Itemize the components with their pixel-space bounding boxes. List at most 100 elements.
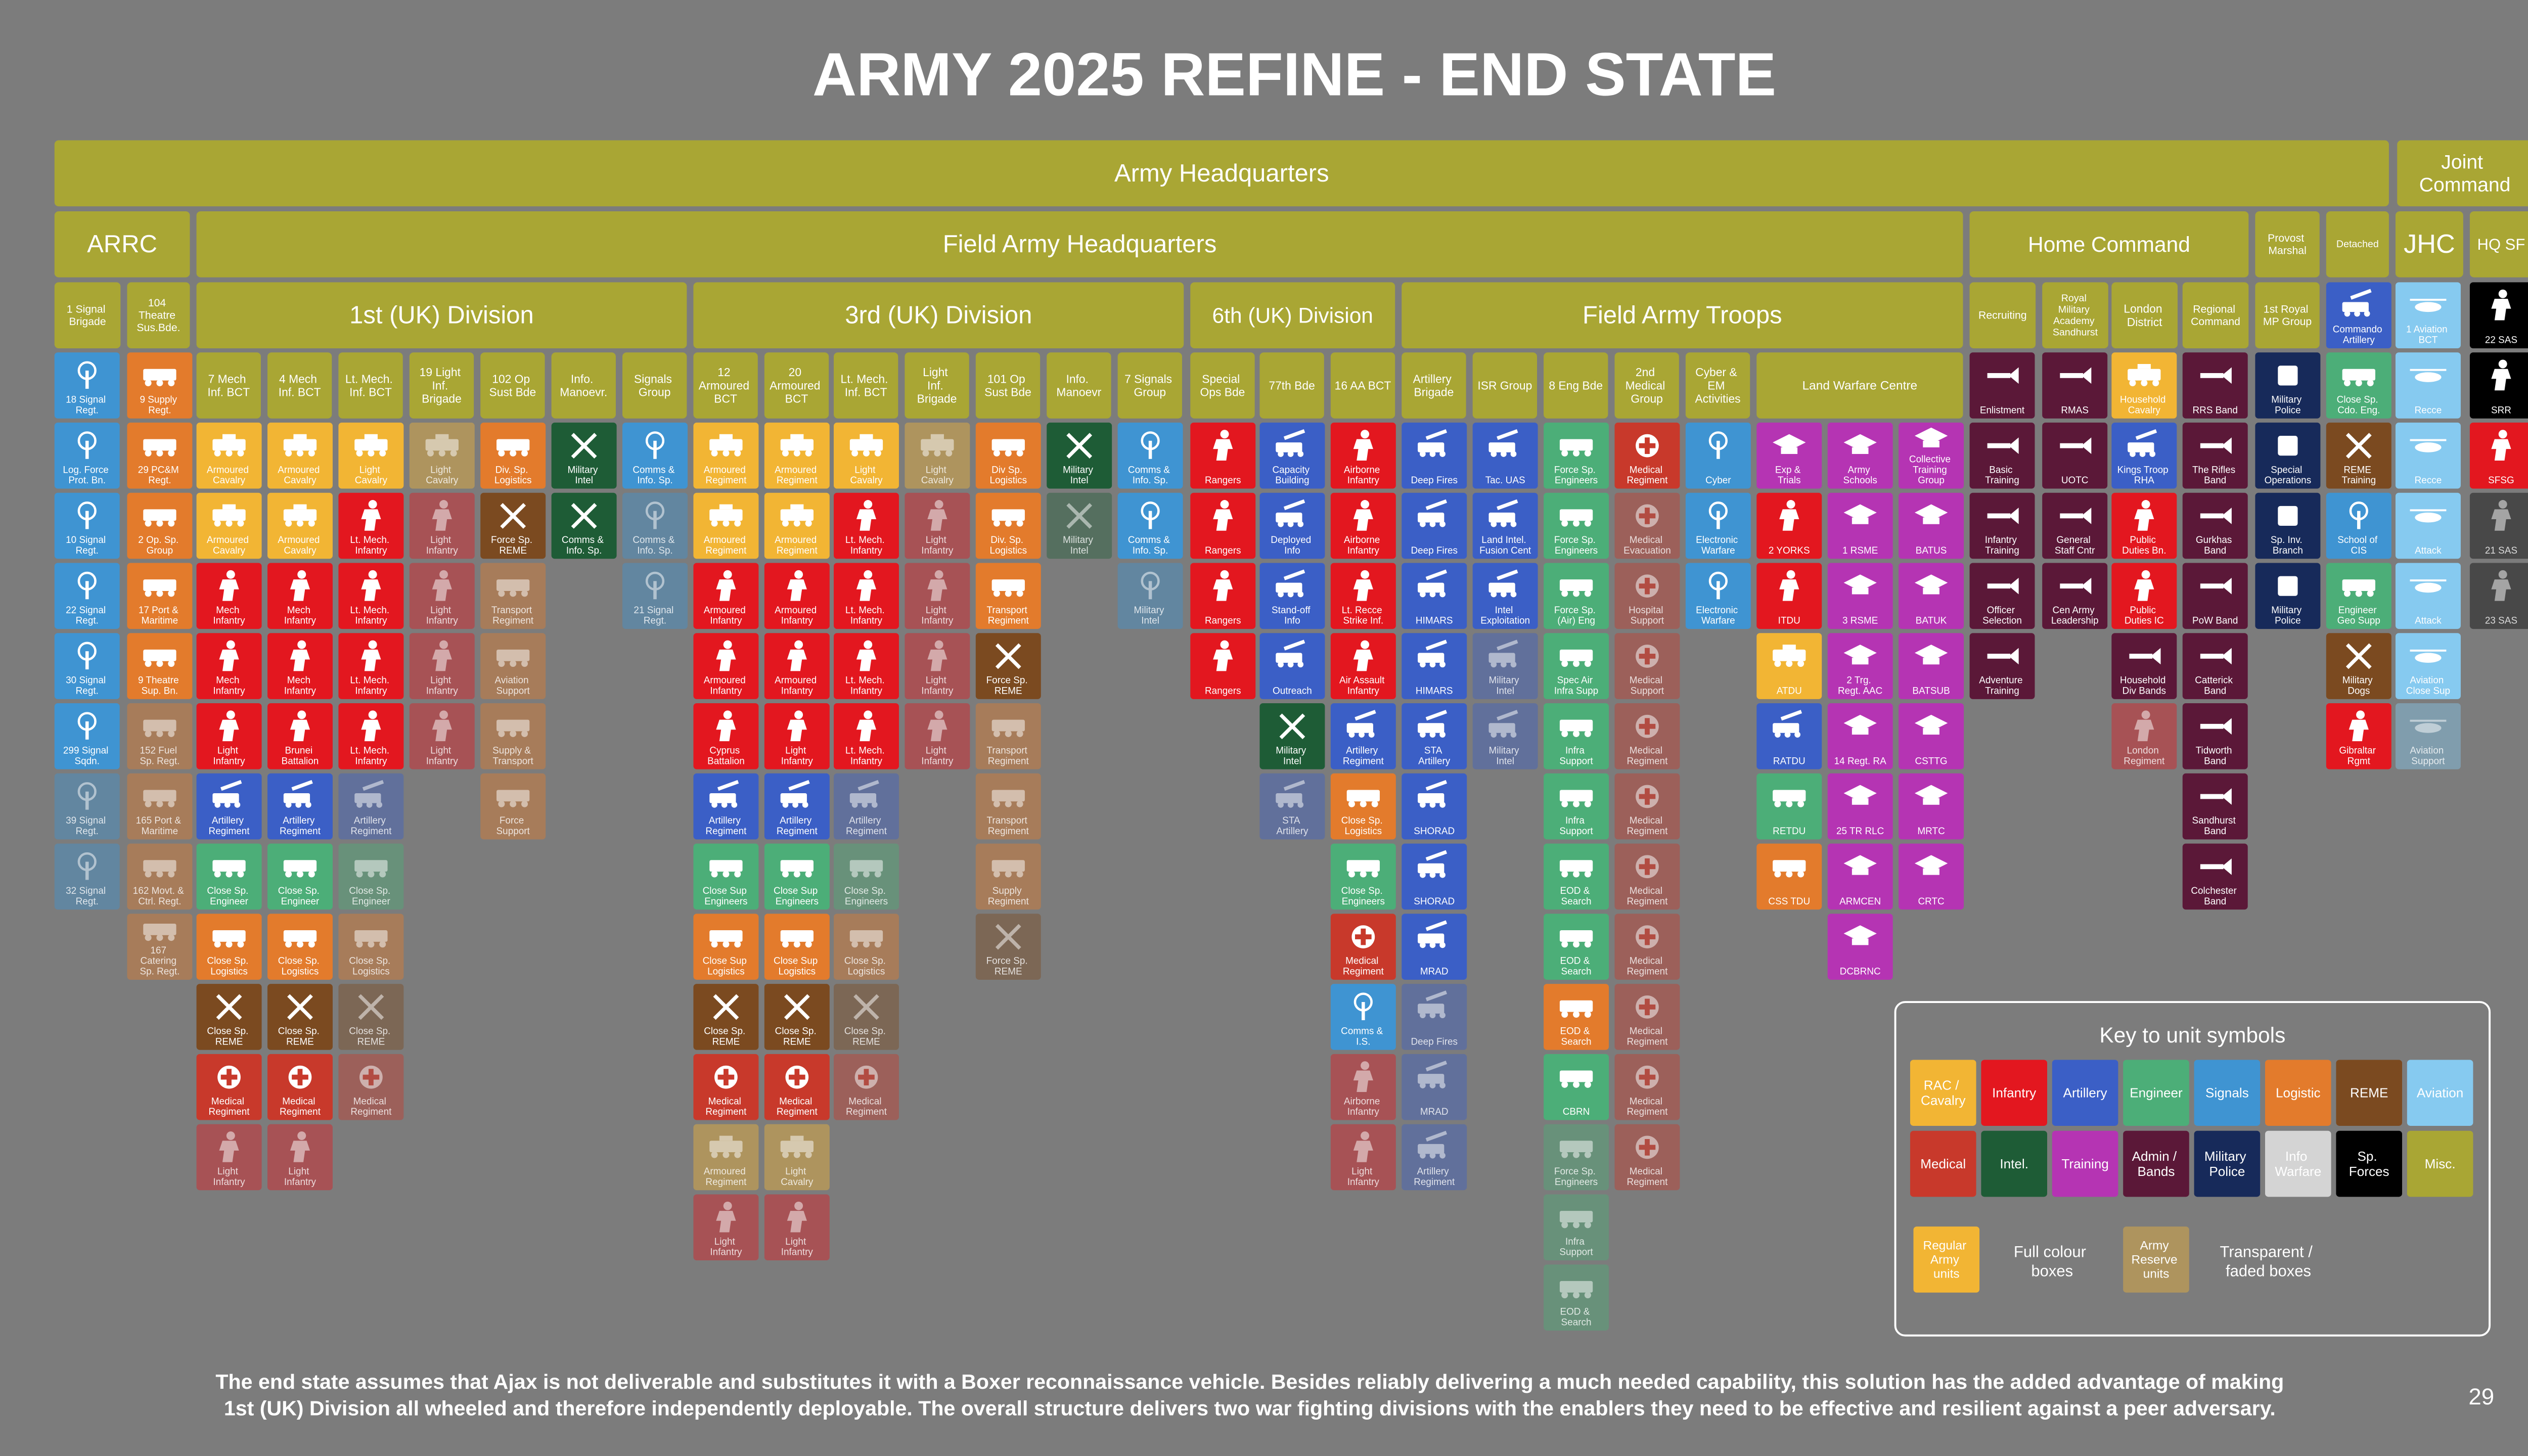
unit-icon-group [1636,574,1659,598]
unit-icon-group [1914,427,1948,447]
unit-icon [168,730,175,737]
unit-box-label: Military Intel [1489,675,1522,696]
unit-box-label: Light Infantry [781,745,814,766]
unit-icon [1439,661,1446,668]
unit-icon [2415,653,2442,663]
unit-icon [2342,369,2375,381]
unit-icon [711,520,718,527]
unit: Close Sp. Engineer [338,843,404,910]
unit-icon [2200,373,2224,378]
unit: Gibraltar Rgmt [2326,703,2391,769]
unit-icon [1425,850,1448,861]
header-label: Field Army Troops [1583,302,1782,329]
key-swatch [1981,1060,2047,1126]
unit-icon [2343,380,2351,387]
unit-icon [1278,801,1284,808]
unit-icon-group [1346,790,1380,807]
unit-icon [2357,511,2361,529]
unit-icon [1786,660,1793,667]
unit-icon [1573,800,1580,807]
unit: Light Cavalry [833,422,899,489]
header-label: 1st (UK) Division [349,302,534,329]
unit-icon-group [354,434,388,457]
unit: RETDU [1756,773,1822,840]
unit-icon [1852,658,1869,665]
unit-icon [571,433,597,459]
unit-icon [858,1074,875,1080]
unit-icon [864,500,873,509]
unit-icon [219,579,239,601]
unit-icon [356,941,363,948]
unit: Military Intel [551,422,617,489]
unit-icon-group [354,930,388,948]
unit-box-label: Lt. Mech. Infantry [845,745,887,766]
unit-icon [1418,442,1444,452]
unit-icon-group [1351,925,1375,948]
header-label: Royal Military Academy Sandhurst [2053,293,2098,338]
unit-icon [1220,640,1229,649]
unit-icon [297,1131,306,1141]
unit-icon [1429,451,1436,457]
unit: Medical Regiment [267,1054,333,1120]
unit-icon-group [354,860,388,878]
unit-icon [794,570,803,579]
unit-icon [1005,590,1012,597]
unit-icon-group [995,643,1021,669]
unit-icon [927,719,947,742]
unit-icon [356,871,363,878]
unit-icon-group [1636,785,1659,808]
unit: Armoured Infantry [764,563,830,629]
unit-icon [1559,579,1593,591]
unit-icon [354,793,381,803]
unit-icon [860,434,873,439]
key-label: Signals [2205,1085,2249,1101]
unit-icon [2222,648,2232,665]
unit-icon [1353,579,1373,601]
unit-box-label: Artillery Regiment [846,815,887,837]
unit-icon [1355,934,1372,939]
unit-icon [995,643,1021,669]
unit-icon [1561,1221,1568,1228]
unit-icon [1278,661,1284,668]
unit-box-label: CBRN [1563,1107,1590,1117]
unit-icon [1639,513,1656,519]
unit: Armoured Cavalry [267,492,333,559]
key-swatch [2407,1130,2473,1197]
unit: Aviation Support [2395,703,2461,769]
unit-icon [2498,359,2507,369]
unit-icon [1559,649,1593,661]
unit-box-label: Light Infantry [921,605,954,626]
unit-icon [1717,511,1720,529]
unit-box-label: Comms & Info. Sp. [1128,535,1172,556]
unit-icon [1287,451,1294,457]
unit-icon [1220,570,1229,579]
unit-icon [1439,1012,1446,1019]
header-box [196,211,1963,278]
unit: MRAD [1402,914,1467,980]
unit: Tidworth Band [2182,703,2248,769]
header-box [2042,282,2108,348]
unit-box [551,492,617,559]
unit-box [338,984,404,1050]
unit-icon-group [714,1065,738,1089]
unit-box-label: DCBRNC [1840,966,1881,977]
unit-icon [1283,569,1305,580]
unit-icon [1359,732,1365,738]
unit-icon-group [1636,995,1659,1019]
unit-icon-group [1708,431,1728,459]
unit-icon-group [361,710,381,742]
unit-icon [1559,1141,1593,1153]
unit-icon [1561,660,1568,667]
unit-icon [991,790,1025,802]
unit: Artillery Regiment [267,773,333,840]
unit: Light Infantry [196,703,262,769]
unit-icon [376,801,383,808]
unit-box-label: Light Cavalry [921,465,954,486]
unit-box-label: Close Sp. REME [278,1026,322,1047]
unit-box-label: Light Infantry [921,535,954,556]
unit-box-label: Colchester Band [2191,885,2239,906]
unit-icon [1425,710,1448,721]
unit: 9 Supply Regt. [127,352,193,419]
unit-icon [856,579,877,601]
unit-icon [234,801,241,808]
